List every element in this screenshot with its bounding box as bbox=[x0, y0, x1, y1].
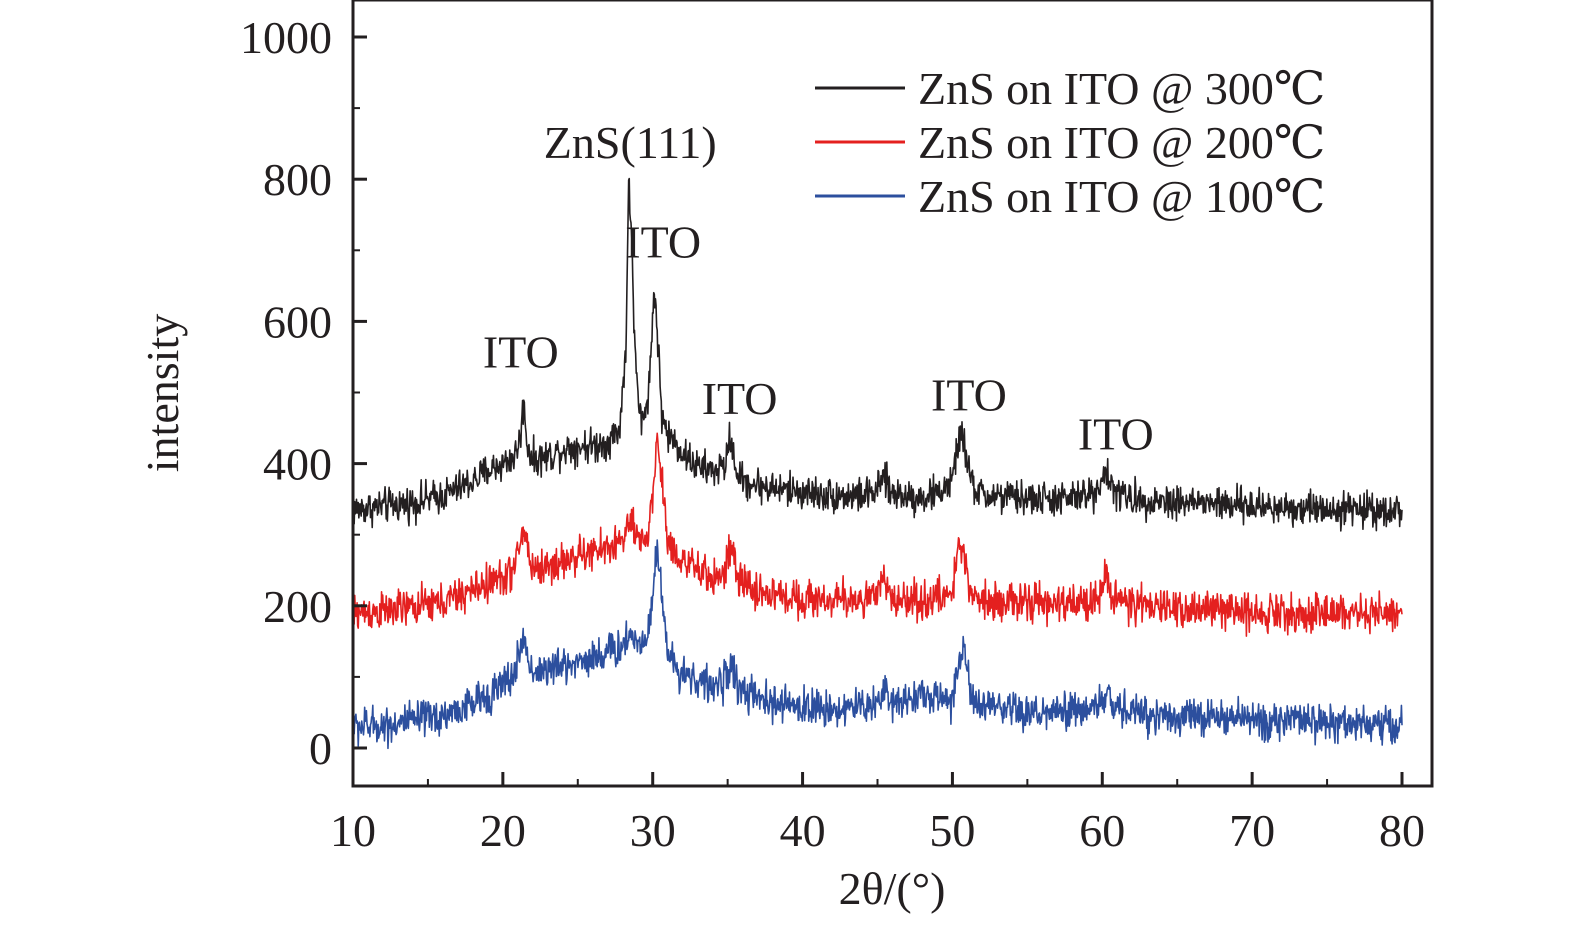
y-tick-label: 200 bbox=[263, 581, 332, 632]
x-axis-title: 2θ/(°) bbox=[839, 863, 946, 914]
peak-annotation: ITO bbox=[483, 327, 559, 378]
series-line-1 bbox=[352, 177, 1403, 532]
y-tick-label: 600 bbox=[263, 296, 332, 347]
peak-annotation: ZnS(111) bbox=[544, 117, 717, 168]
y-tick-label: 400 bbox=[263, 439, 332, 490]
series-line-3 bbox=[352, 539, 1403, 750]
series-line-2 bbox=[352, 432, 1403, 637]
y-tick-label: 0 bbox=[309, 723, 332, 774]
y-tick-label: 1000 bbox=[240, 12, 332, 63]
x-tick-label: 60 bbox=[1079, 805, 1125, 856]
peak-annotation: ITO bbox=[931, 369, 1007, 420]
x-tick-label: 50 bbox=[929, 805, 975, 856]
x-tick-label: 10 bbox=[330, 805, 376, 856]
legend-label: ZnS on ITO @ 300℃ bbox=[918, 63, 1325, 114]
annotation-layer: ZnS(111) ITO ITO ITO ITO ITO bbox=[483, 117, 1154, 460]
x-tick-label: 30 bbox=[630, 805, 676, 856]
peak-annotation: ITO bbox=[625, 216, 701, 267]
x-tick-label: 80 bbox=[1379, 805, 1425, 856]
legend-label: ZnS on ITO @ 200℃ bbox=[918, 117, 1325, 168]
peak-annotation: ITO bbox=[1078, 408, 1154, 459]
series-layer bbox=[352, 177, 1403, 750]
peak-annotation: ITO bbox=[702, 373, 778, 424]
y-tick-label: 800 bbox=[263, 154, 332, 205]
x-tick-label: 20 bbox=[480, 805, 526, 856]
x-tick-label: 70 bbox=[1229, 805, 1275, 856]
plot-area: ZnS(111) ITO ITO ITO ITO ITO 10 20 30 40 50 60 70 80… bbox=[240, 0, 1434, 856]
x-tick-label: 40 bbox=[780, 805, 826, 856]
y-axis-title: intensity bbox=[137, 314, 188, 472]
legend-label: ZnS on ITO @ 100℃ bbox=[918, 171, 1325, 222]
